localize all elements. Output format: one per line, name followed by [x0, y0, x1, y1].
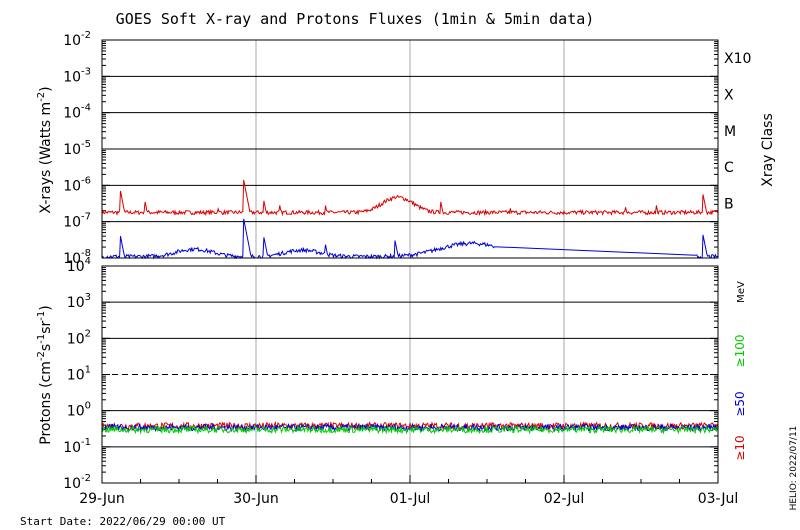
y-tick-label: 104	[67, 256, 91, 275]
xray-class-label: X10	[724, 51, 751, 67]
y-tick-label: 10-7	[63, 212, 91, 231]
xray-ylabel-tail: )	[38, 86, 54, 91]
y-tick-label: 10-2	[63, 473, 91, 492]
y-tick-label: 100	[67, 401, 91, 420]
y-tick-label: 10-6	[63, 175, 91, 194]
proton-ylabel-mid: s	[38, 344, 54, 351]
time-axis: 29-Jun 30-Jun 01-Jul 02-Jul 03-Jul	[79, 475, 738, 507]
proton-ylabel-tail: )	[38, 305, 54, 310]
proton-panel: 104 103 102 101 100 10-1 10-2 ≥100 ≥50 ≥10	[63, 256, 747, 492]
energy-unit-label: MeV	[736, 281, 747, 303]
xray-class-axis-label: Xray Class	[760, 113, 776, 187]
y-tick-label: 10-8	[63, 248, 91, 267]
start-date-label: Start Date: 2022/06/29 00:00 UT	[20, 515, 226, 528]
xray-class-label: C	[724, 160, 734, 176]
xray-y-axis-label: X-rays (Watts m-2)	[36, 86, 54, 213]
xray-ylabel-base: X-rays (Watts m	[38, 102, 54, 214]
proton-ylabel-sup1: -2	[36, 351, 47, 361]
y-tick-label: 10-1	[63, 437, 91, 456]
y-tick-label: 10-5	[63, 139, 91, 158]
x-tick-label: 03-Jul	[698, 491, 739, 507]
proton-series-line	[101, 424, 719, 435]
xray-panel: 10-2 10-3 10-4 10-5 10-6 10-7 10-8 X10 X M C B	[63, 30, 751, 267]
xray-ylabel-sup: -2	[36, 92, 47, 102]
energy-channel-label: ≥50	[733, 391, 747, 416]
xray-class-label: M	[724, 124, 736, 140]
x-tick-label: 01-Jul	[390, 491, 431, 507]
proton-ylabel-mid2: sr	[38, 320, 54, 333]
xray-series-line	[101, 218, 719, 260]
y-tick-label: 102	[67, 328, 91, 347]
xray-class-label: B	[724, 197, 734, 213]
chart-title: GOES Soft X-ray and Protons Fluxes (1min…	[116, 10, 595, 28]
energy-channel-label: ≥100	[733, 335, 747, 368]
y-tick-label: 101	[67, 365, 91, 384]
y-tick-label: 10-2	[63, 30, 91, 49]
energy-channel-label: ≥10	[733, 435, 747, 460]
y-tick-label: 10-3	[63, 66, 91, 85]
proton-ylabel-base: Protons (cm	[38, 361, 54, 445]
helio-stamp: HELIO: 2022/07/11	[789, 426, 799, 511]
x-tick-label: 02-Jul	[544, 491, 585, 507]
x-tick-label: 29-Jun	[79, 491, 125, 507]
proton-ylabel-sup2: -1	[36, 334, 47, 344]
proton-y-axis-label: Protons (cm-2s-1sr-1)	[36, 305, 54, 444]
xray-class-label: X	[724, 88, 734, 104]
y-tick-label: 103	[67, 292, 91, 311]
xray-series-line	[101, 179, 719, 217]
x-tick-label: 30-Jun	[233, 491, 279, 507]
proton-ylabel-sup3: -1	[36, 311, 47, 321]
panel-frame	[101, 39, 719, 259]
y-tick-label: 10-4	[63, 103, 91, 122]
